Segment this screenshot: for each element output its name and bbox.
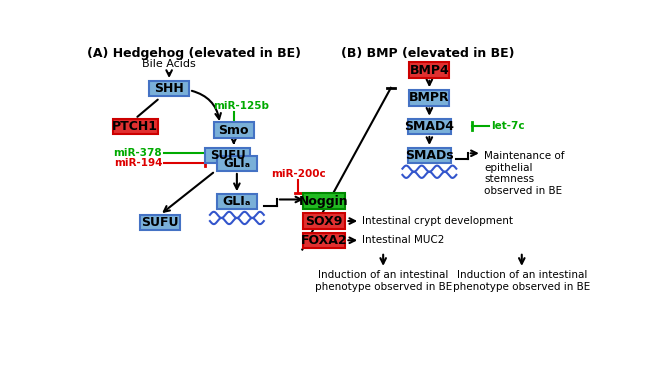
Text: SUFU: SUFU bbox=[141, 216, 179, 229]
FancyBboxPatch shape bbox=[408, 148, 450, 163]
FancyBboxPatch shape bbox=[217, 194, 257, 210]
Text: (B) BMP (elevated in BE): (B) BMP (elevated in BE) bbox=[341, 47, 514, 60]
Text: Induction of an intestinal
phenotype observed in BE: Induction of an intestinal phenotype obs… bbox=[315, 270, 452, 292]
Text: PTCH1: PTCH1 bbox=[112, 120, 158, 133]
Text: Intestinal crypt development: Intestinal crypt development bbox=[363, 216, 514, 226]
FancyBboxPatch shape bbox=[303, 193, 345, 209]
FancyBboxPatch shape bbox=[113, 119, 157, 134]
Text: Maintenance of
epithelial
stemness
observed in BE: Maintenance of epithelial stemness obser… bbox=[484, 151, 565, 196]
Text: FOXA2: FOXA2 bbox=[300, 234, 347, 247]
FancyBboxPatch shape bbox=[217, 156, 257, 171]
FancyBboxPatch shape bbox=[408, 119, 450, 134]
Text: Bile Acids: Bile Acids bbox=[142, 60, 196, 69]
Text: miR-125b: miR-125b bbox=[213, 101, 268, 111]
Text: GLIₐ: GLIₐ bbox=[224, 157, 250, 170]
FancyBboxPatch shape bbox=[205, 148, 250, 163]
Text: miR-200c: miR-200c bbox=[271, 169, 326, 179]
Text: SMADs: SMADs bbox=[405, 149, 454, 162]
FancyBboxPatch shape bbox=[410, 90, 449, 105]
FancyBboxPatch shape bbox=[303, 213, 345, 229]
Text: SHH: SHH bbox=[154, 82, 184, 95]
Text: SOX9: SOX9 bbox=[306, 215, 343, 227]
Text: BMP4: BMP4 bbox=[410, 64, 449, 77]
FancyBboxPatch shape bbox=[140, 215, 180, 230]
Text: Induction of an intestinal
phenotype observed in BE: Induction of an intestinal phenotype obs… bbox=[453, 270, 590, 292]
FancyBboxPatch shape bbox=[303, 233, 345, 248]
Text: miR-378: miR-378 bbox=[114, 148, 162, 158]
Text: (A) Hedgehog (elevated in BE): (A) Hedgehog (elevated in BE) bbox=[86, 47, 301, 60]
Text: let-7c: let-7c bbox=[491, 121, 525, 132]
Text: Intestinal MUC2: Intestinal MUC2 bbox=[363, 235, 445, 245]
FancyBboxPatch shape bbox=[410, 63, 449, 78]
Text: miR-194: miR-194 bbox=[114, 158, 162, 168]
FancyBboxPatch shape bbox=[149, 81, 189, 96]
Text: Noggin: Noggin bbox=[299, 194, 348, 208]
Text: BMPR: BMPR bbox=[409, 91, 450, 104]
Text: Smo: Smo bbox=[218, 124, 249, 137]
Text: SMAD4: SMAD4 bbox=[404, 120, 454, 133]
Text: GLIₐ: GLIₐ bbox=[222, 195, 251, 208]
FancyBboxPatch shape bbox=[214, 122, 254, 138]
Text: SUFU: SUFU bbox=[210, 149, 246, 162]
